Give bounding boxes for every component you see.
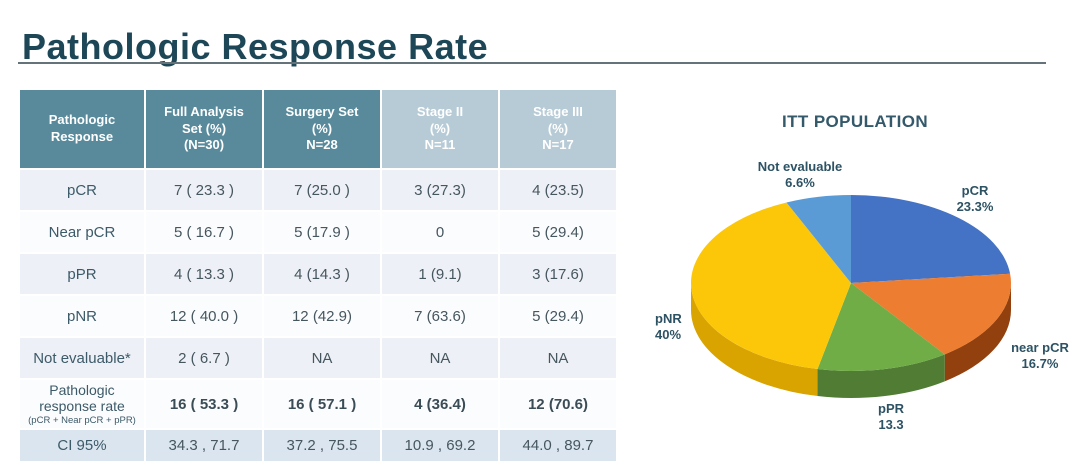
pie-label-name: pPR	[878, 400, 904, 416]
table-cell: 4 ( 13.3 )	[146, 254, 262, 294]
row-label: pPR	[20, 254, 144, 294]
row-sublabel-text: (pCR + Near pCR + pPR)	[28, 415, 136, 427]
pie-label-pnr: pNR 40%	[655, 311, 682, 344]
table-cell: 5 (17.9 )	[264, 212, 380, 252]
table-cell: 7 (63.6)	[382, 296, 498, 336]
table-cell: 12 (70.6)	[500, 380, 616, 428]
table-row: pNR 12 ( 40.0 ) 12 (42.9) 7 (63.6) 5 (29.4)	[20, 296, 616, 336]
table-cell: 10.9 , 69.2	[382, 430, 498, 461]
pie-chart-title: ITT POPULATION	[782, 112, 928, 131]
title-divider	[18, 62, 1046, 64]
pie-slice-side-pnr	[691, 283, 818, 397]
column-header: Stage III (%) N=17	[500, 90, 616, 168]
table-cell: 7 (25.0 )	[264, 170, 380, 210]
itt-population-panel: ITT POPULATION pCR 23.3% near pCR 16.7% pPR 1…	[640, 88, 1080, 472]
table-cell: 12 ( 40.0 )	[146, 296, 262, 336]
column-header: Full Analysis Set (%) (N=30)	[146, 90, 262, 168]
pie-label-value: 6.6%	[785, 175, 815, 190]
row-label: pCR	[20, 170, 144, 210]
row-label-text: Pathologic response rate	[39, 381, 125, 415]
column-header: Surgery Set (%) N=28	[264, 90, 380, 168]
table-cell: NA	[264, 338, 380, 378]
row-label: CI 95%	[20, 430, 144, 461]
table-cell: 0	[382, 212, 498, 252]
table-row: CI 95% 34.3 , 71.7 37.2 , 75.5 10.9 , 69.2 4…	[20, 430, 616, 461]
pie-slice-near-pcr	[851, 273, 1011, 355]
table-header: Pathologic Response Full Analysis Set (%)…	[20, 90, 616, 168]
pie-slice-pnr	[690, 202, 851, 370]
table-cell: 4 (36.4)	[382, 380, 498, 428]
table-cell: NA	[500, 338, 616, 378]
table-cell: 4 (23.5)	[500, 170, 616, 210]
table-cell: 37.2 , 75.5	[264, 430, 380, 461]
table-cell: 34.3 , 71.7	[146, 430, 262, 461]
table-cell: NA	[382, 338, 498, 378]
pie-label-value: 13.3	[878, 417, 904, 432]
table-cell: 2 ( 6.7 )	[146, 338, 262, 378]
table-cell: 7 ( 23.3 )	[146, 170, 262, 210]
table-cell: 5 (29.4)	[500, 212, 616, 252]
table-row: Not evaluable* 2 ( 6.7 ) NA NA NA	[20, 338, 616, 378]
table-body: pCR 7 ( 23.3 ) 7 (25.0 ) 3 (27.3) 4 (23.5) Ne…	[20, 170, 616, 461]
pathologic-response-table: Pathologic Response Full Analysis Set (%)…	[18, 88, 618, 463]
pie-slice-ppr	[817, 283, 945, 371]
row-label: Near pCR	[20, 212, 144, 252]
pie-label-name: pCR	[961, 182, 989, 198]
row-label: pNR	[20, 296, 144, 336]
pie-label-value: 16.7%	[1021, 356, 1059, 371]
column-header: Pathologic Response	[20, 90, 144, 168]
table-cell: 5 (29.4)	[500, 296, 616, 336]
page-title: Pathologic Response Rate	[22, 26, 489, 68]
pie-label-ppr: pPR 13.3	[878, 401, 904, 434]
pie-slice-side-ppr	[817, 354, 945, 398]
table-row: Pathologic response rate (pCR + Near pCR …	[20, 380, 616, 428]
table-cell: 3 (17.6)	[500, 254, 616, 294]
row-label: Pathologic response rate (pCR + Near pCR …	[20, 380, 144, 428]
pathologic-response-table-container: Pathologic Response Full Analysis Set (%)…	[18, 88, 618, 463]
pie-label-pcr: pCR 23.3%	[957, 183, 994, 216]
pie-slice-side-near-pcr	[944, 283, 1011, 382]
table-row: pPR 4 ( 13.3 ) 4 (14.3 ) 1 (9.1) 3 (17.6)	[20, 254, 616, 294]
pie-slice-not-evaluable	[786, 195, 851, 283]
pie-label-value: 23.3%	[956, 199, 994, 214]
pie-label-not-evaluable: Not evaluable 6.6%	[758, 159, 843, 192]
itt-pie-chart	[690, 195, 1011, 398]
row-label: Not evaluable*	[20, 338, 144, 378]
table-cell: 16 ( 57.1 )	[264, 380, 380, 428]
table-cell: 44.0 , 89.7	[500, 430, 616, 461]
pie-label-name: Not evaluable	[757, 158, 843, 174]
pie-slice-pcr	[851, 195, 1011, 283]
table-row: Near pCR 5 ( 16.7 ) 5 (17.9 ) 0 5 (29.4)	[20, 212, 616, 252]
table-cell: 3 (27.3)	[382, 170, 498, 210]
table-cell: 1 (9.1)	[382, 254, 498, 294]
column-header: Stage II (%) N=11	[382, 90, 498, 168]
table-cell: 12 (42.9)	[264, 296, 380, 336]
pie-label-name: near pCR	[1011, 339, 1069, 355]
table-cell: 5 ( 16.7 )	[146, 212, 262, 252]
pie-label-name: pNR	[655, 310, 682, 326]
table-cell: 4 (14.3 )	[264, 254, 380, 294]
pie-label-value: 40%	[655, 327, 682, 342]
table-cell: 16 ( 53.3 )	[146, 380, 262, 428]
pie-label-near-pcr: near pCR 16.7%	[1011, 340, 1069, 373]
table-row: pCR 7 ( 23.3 ) 7 (25.0 ) 3 (27.3) 4 (23.5)	[20, 170, 616, 210]
